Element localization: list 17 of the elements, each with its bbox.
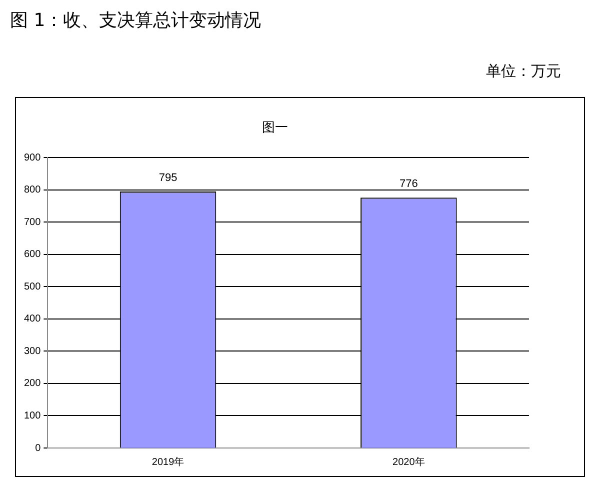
y-tick-label: 500	[24, 281, 42, 292]
y-tick-label: 400	[24, 314, 42, 325]
chart-title: 图 1：收、支决算总计变动情况	[9, 9, 262, 32]
y-tick-label: 600	[24, 249, 42, 260]
data-label: 776	[399, 178, 418, 190]
text: 单位：万元	[485, 62, 562, 81]
y-tick-label: 100	[24, 410, 42, 422]
y-tick-label: 700	[24, 216, 42, 228]
x-tick-label: 2019年	[152, 456, 184, 468]
data-label: 795	[158, 172, 178, 184]
y-tick-label: 800	[24, 184, 42, 196]
y-tick-label: 300	[24, 346, 42, 357]
y-tick-label: 200	[24, 378, 42, 390]
x-tick-label: 2020年	[392, 456, 425, 468]
y-tick-label: 900	[24, 152, 42, 164]
y-tick-label: 0	[35, 442, 42, 454]
chart-subtitle: 图一	[262, 119, 288, 134]
